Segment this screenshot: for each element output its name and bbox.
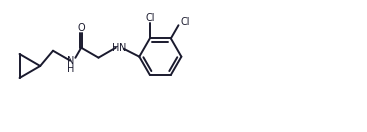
Text: H: H bbox=[112, 43, 119, 53]
Text: N: N bbox=[67, 56, 74, 66]
Text: Cl: Cl bbox=[145, 13, 155, 23]
Text: Cl: Cl bbox=[180, 17, 190, 27]
Text: O: O bbox=[77, 23, 85, 33]
Text: H: H bbox=[67, 64, 74, 74]
Text: N: N bbox=[119, 43, 126, 53]
